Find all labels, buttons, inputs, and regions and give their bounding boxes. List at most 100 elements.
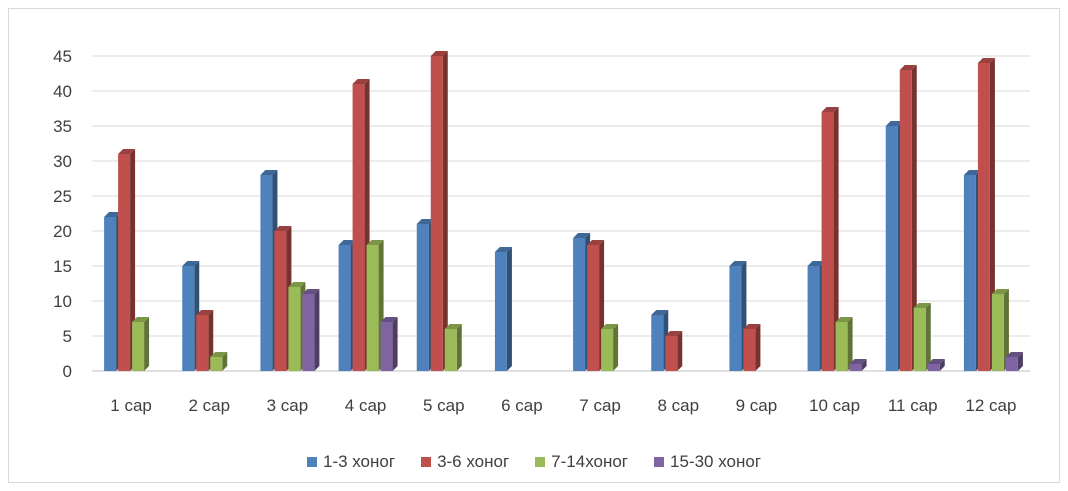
bar-2-11	[899, 70, 912, 371]
bar-3-2	[210, 357, 223, 371]
bar-top	[210, 352, 228, 357]
bar-side	[911, 65, 917, 371]
chart-frame	[8, 8, 1060, 483]
bar-2-4	[352, 84, 365, 371]
bar-1-2	[182, 266, 195, 371]
legend-swatch-2	[421, 457, 432, 467]
legend-label-3: 7-14хоног	[551, 452, 629, 471]
bar-1-6	[494, 252, 507, 371]
x-tick-label: 12 сар	[965, 396, 1016, 415]
y-tick-label: 15	[53, 257, 72, 276]
bar-top	[665, 331, 683, 336]
bar-top	[963, 170, 981, 175]
bar-1-1	[104, 217, 117, 371]
legend: 1-3 хоног 3-6 хоног 7-14хоног 15-30 хоно…	[0, 452, 1068, 472]
bar-side	[1003, 289, 1009, 371]
bar-top	[729, 261, 747, 266]
bar-top	[104, 212, 122, 217]
bar-top	[444, 324, 462, 329]
y-tick-label: 45	[53, 47, 72, 66]
bar-top	[807, 261, 825, 266]
bar-top	[182, 261, 200, 266]
bar-top	[601, 324, 619, 329]
bar-top	[338, 240, 356, 245]
bar-1-3	[260, 175, 273, 371]
bar-top	[274, 226, 292, 231]
y-tick-label: 10	[53, 292, 72, 311]
bar-1-5	[416, 224, 429, 371]
bar-top	[302, 289, 320, 294]
bar-side	[314, 289, 320, 371]
legend-label-1: 1-3 хоног	[322, 452, 396, 471]
bar-top	[196, 310, 214, 315]
bar-2-2	[196, 315, 209, 371]
bar-3-11	[913, 308, 926, 371]
bar-1-11	[885, 126, 898, 371]
y-tick-label: 20	[53, 222, 72, 241]
x-tick-label: 11 сар	[888, 396, 938, 415]
bar-top	[352, 79, 370, 84]
bar-top	[587, 240, 605, 245]
x-tick-label: 1 сар	[110, 396, 152, 415]
bar-1-9	[729, 266, 742, 371]
bar-2-8	[665, 336, 678, 371]
bar-side	[506, 247, 512, 371]
bar-top	[977, 58, 995, 63]
legend-swatch-4	[654, 457, 665, 467]
bar-side	[222, 352, 228, 371]
bar-top	[573, 233, 591, 238]
bar-side	[861, 359, 867, 371]
x-tick-label: 5 сар	[423, 396, 465, 415]
bar-3-4	[366, 245, 379, 371]
bar-top	[366, 240, 384, 245]
bar-top	[743, 324, 761, 329]
bar-top	[991, 289, 1009, 294]
bar-side	[677, 331, 683, 371]
bar-3-5	[444, 329, 457, 371]
x-tick-label: 7 сар	[579, 396, 621, 415]
bar-top	[430, 51, 448, 56]
bar-top	[885, 121, 903, 126]
bar-top	[494, 247, 512, 252]
bar-side	[144, 317, 150, 371]
x-tick-label: 2 сар	[188, 396, 230, 415]
y-tick-label: 5	[63, 327, 72, 346]
bar-4-11	[927, 364, 940, 371]
legend-swatch-1	[306, 457, 317, 467]
legend-label-4: 15-30 хоног	[670, 452, 762, 471]
bar-side	[847, 317, 853, 371]
bar-1-8	[651, 315, 664, 371]
bar-side	[392, 317, 398, 371]
bar-2-10	[821, 112, 834, 371]
bar-top	[651, 310, 669, 315]
bar-2-1	[118, 154, 131, 371]
bar-2-12	[977, 63, 990, 371]
bar-top	[821, 107, 839, 112]
legend-item-1: 1-3 хоног	[306, 452, 396, 472]
bar-2-3	[274, 231, 287, 371]
bar-side	[755, 324, 761, 371]
bar-top	[913, 303, 931, 308]
bar-side	[130, 149, 136, 371]
bar-1-4	[338, 245, 351, 371]
bar-top	[260, 170, 278, 175]
x-tick-label: 6 сар	[501, 396, 543, 415]
bar-4-3	[302, 294, 315, 371]
y-tick-label: 0	[63, 362, 72, 381]
bar-top	[899, 65, 917, 70]
bar-top	[416, 219, 434, 224]
bar-2-5	[430, 56, 443, 371]
x-tick-label: 9 сар	[736, 396, 778, 415]
bar-top	[380, 317, 398, 322]
bar-top	[927, 359, 945, 364]
bar-side	[456, 324, 462, 371]
bar-top	[132, 317, 150, 322]
bar-2-7	[587, 245, 600, 371]
bar-2-9	[743, 329, 756, 371]
legend-swatch-3	[535, 457, 546, 467]
bar-3-7	[601, 329, 614, 371]
y-tick-label: 40	[53, 82, 72, 101]
bar-side	[925, 303, 931, 371]
bar-top	[118, 149, 136, 154]
x-tick-label: 8 сар	[657, 396, 699, 415]
